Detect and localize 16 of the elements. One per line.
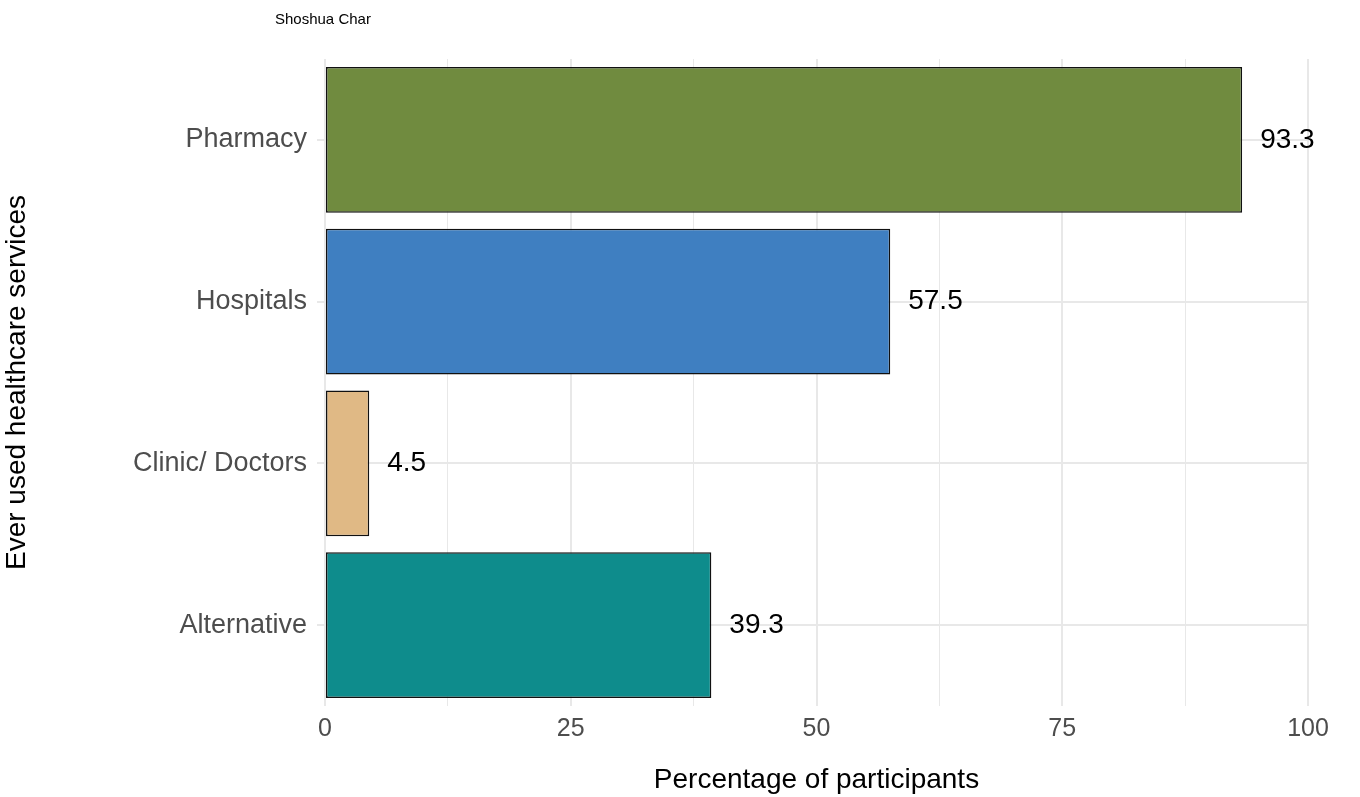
x-tick-label: 50 [802,712,831,741]
data-label: 93.3 [1260,122,1315,154]
data-label: 57.5 [908,284,963,316]
x-tick-label: 100 [1287,712,1329,741]
y-tick-label: Alternative [179,608,307,639]
chart-title: Shoshua Char [275,10,371,27]
data-label: 39.3 [729,607,784,639]
y-axis-title: Ever used healthcare services [0,194,31,571]
x-tick-label: 0 [318,712,332,741]
y-tick-label: Hospitals [195,285,307,316]
y-tick-label: Pharmacy [185,123,308,154]
x-tick-label: 75 [1048,712,1077,741]
x-tick-label: 25 [556,712,585,741]
x-axis-title: Percentage of participants [653,762,980,794]
y-tick-label: Clinic/ Doctors [132,446,307,477]
data-label: 4.5 [387,446,427,478]
